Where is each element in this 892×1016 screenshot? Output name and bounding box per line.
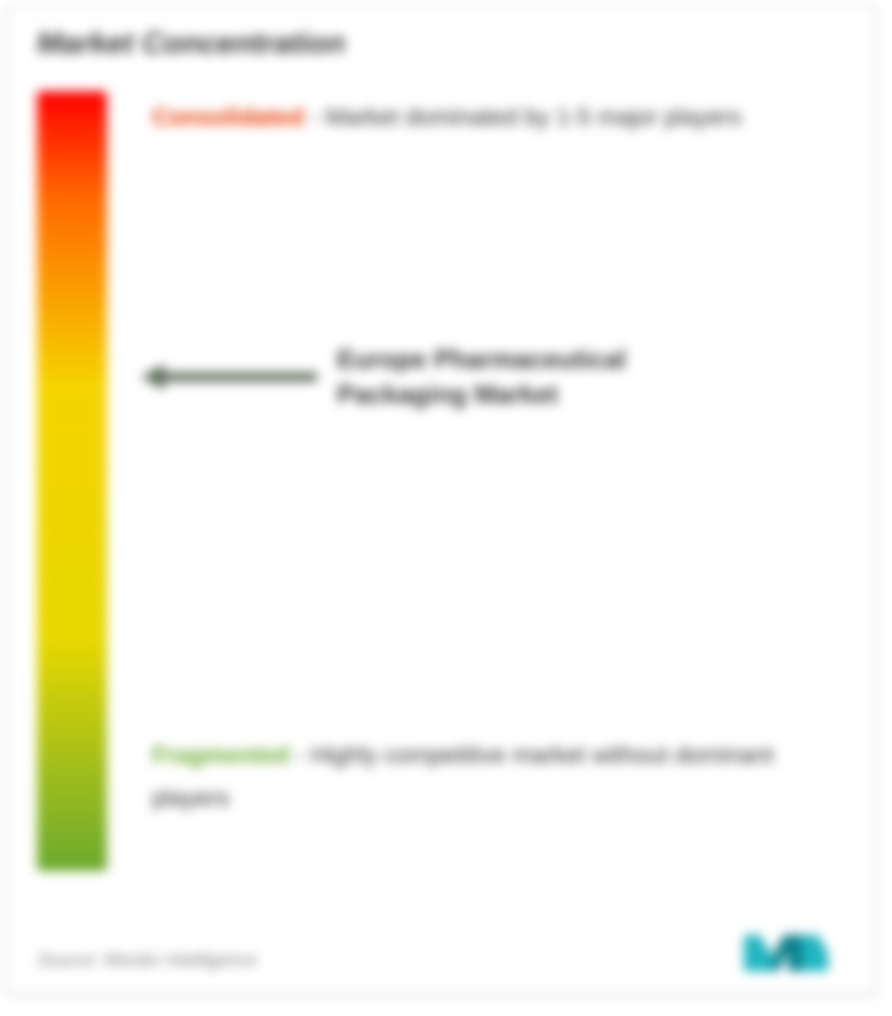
market-indicator-row: Europe Pharmaceutical Packaging Market <box>142 342 717 412</box>
body: Consolidated - Market dominated by 1-5 m… <box>37 91 845 871</box>
concentration-scale-bar <box>37 91 107 871</box>
infographic-card: Market Concentration Consolidated - Mark… <box>6 6 876 994</box>
brand-logo <box>740 927 830 975</box>
arrow-left-icon <box>142 365 317 389</box>
market-label: Europe Pharmaceutical Packaging Market <box>337 342 717 412</box>
fragmented-block: Fragmented - Highly competitive market w… <box>152 734 825 820</box>
right-column: Consolidated - Market dominated by 1-5 m… <box>152 91 845 871</box>
consolidated-description: - Market dominated by 1-5 major players <box>311 104 742 131</box>
source-footer: Source: Mordor Intelligence <box>37 950 257 971</box>
page-title: Market Concentration <box>37 27 845 61</box>
fragmented-label: Fragmented <box>152 742 289 769</box>
consolidated-label: Consolidated <box>152 104 304 131</box>
consolidated-block: Consolidated - Market dominated by 1-5 m… <box>152 96 825 139</box>
